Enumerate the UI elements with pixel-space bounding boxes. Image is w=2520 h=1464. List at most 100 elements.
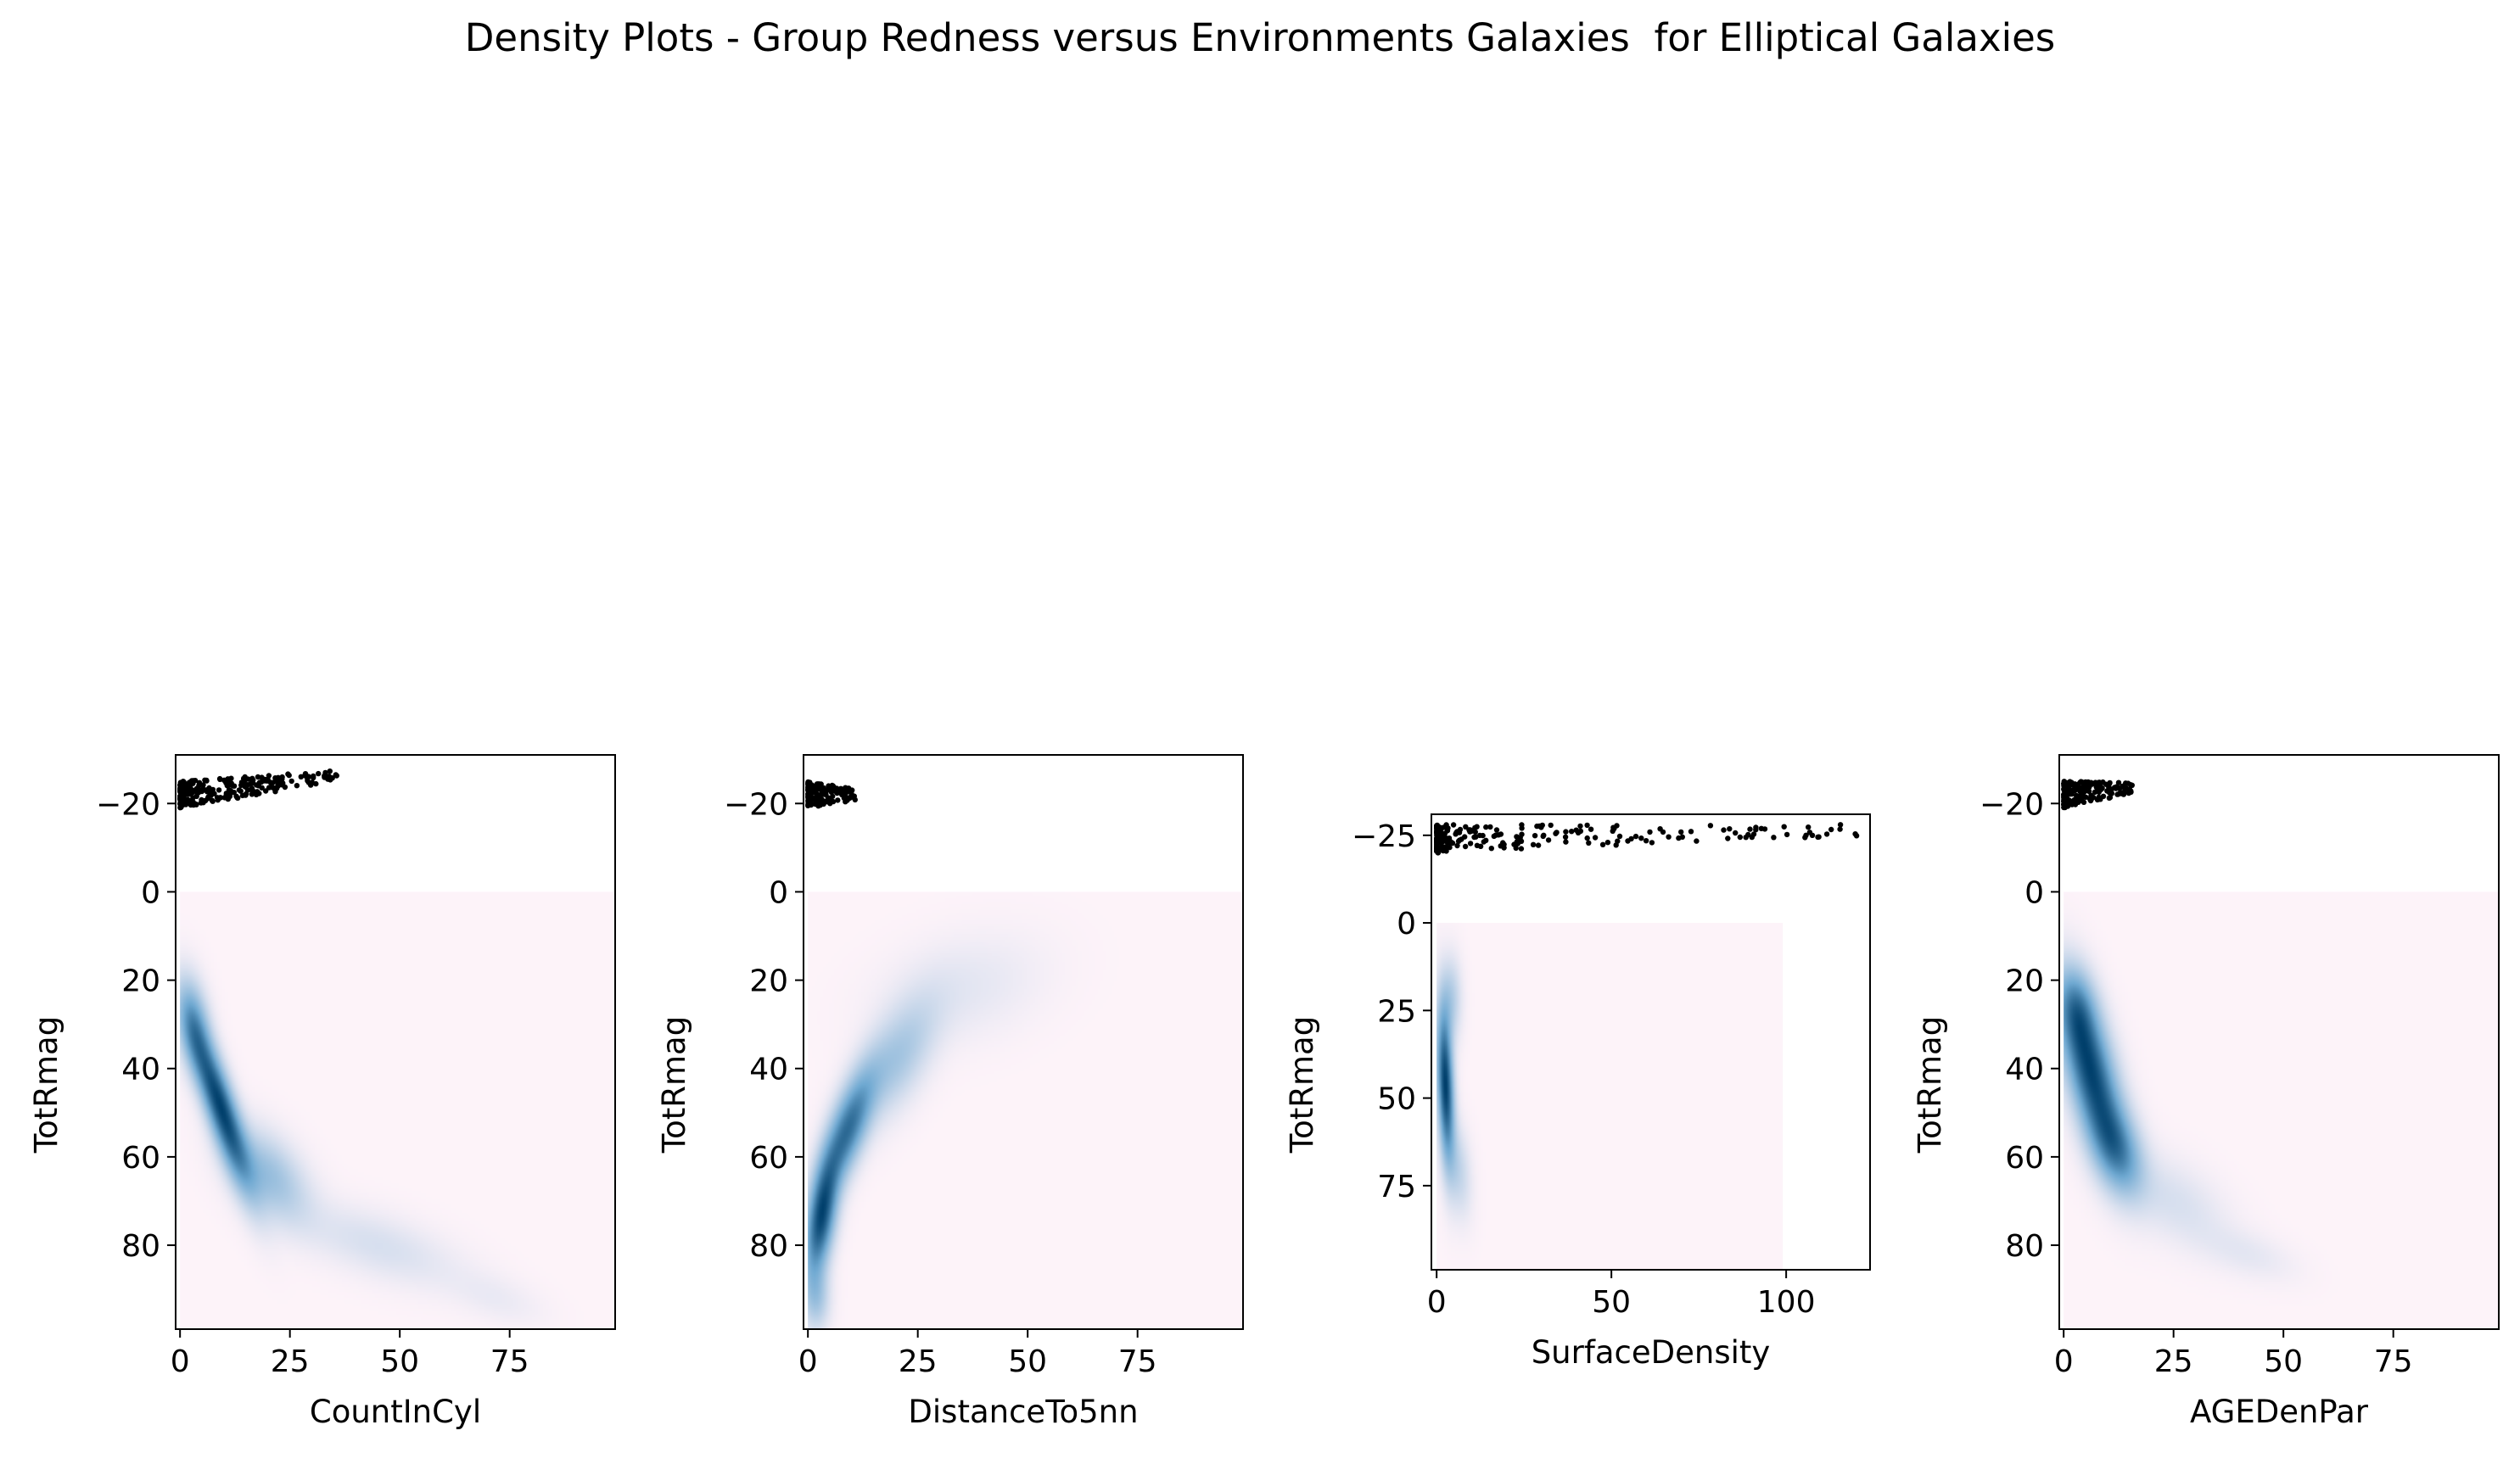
y-tick-label: 0	[1397, 907, 1416, 942]
scatter-point	[322, 774, 328, 780]
scatter-point	[193, 785, 199, 791]
y-tick-label: −25	[1352, 819, 1416, 854]
scatter-point	[1828, 826, 1834, 833]
scatter-point	[1837, 826, 1843, 832]
density-heatmap	[808, 891, 1243, 1329]
scatter-point	[329, 775, 335, 781]
scatter-point	[182, 788, 188, 795]
scatter-point	[1449, 840, 1456, 847]
scatter-point	[2097, 788, 2103, 794]
scatter-point	[280, 780, 286, 786]
figure-title: Density Plots - Group Redness versus Env…	[464, 15, 2056, 60]
scatter-point	[264, 778, 270, 784]
scatter-point	[1480, 832, 1486, 839]
scatter-point	[1676, 835, 1682, 841]
scatter-point	[1733, 830, 1739, 836]
y-tick-label: 80	[121, 1229, 160, 1264]
scatter-point	[1694, 838, 1700, 844]
x-tick-label: 75	[490, 1344, 529, 1379]
x-tick-label: 75	[2374, 1344, 2413, 1379]
scatter-point	[1753, 824, 1759, 830]
y-tick-label: 40	[2005, 1053, 2044, 1087]
scatter-point	[179, 792, 185, 799]
scatter-point	[205, 794, 211, 800]
scatter-point	[1436, 832, 1443, 838]
scatter-point	[2127, 788, 2133, 794]
x-axis-label: CountInCyl	[310, 1394, 481, 1430]
scatter-point	[1747, 826, 1753, 832]
scatter-point	[2072, 785, 2078, 791]
scatter-point	[2062, 800, 2068, 806]
y-tick-label: 25	[1377, 994, 1416, 1029]
scatter-point	[1436, 826, 1442, 833]
scatter-point	[1487, 824, 1493, 830]
scatter-point	[244, 782, 250, 788]
scatter-point	[1442, 844, 1448, 850]
scatter-point	[1445, 840, 1451, 846]
scatter-point	[1562, 834, 1569, 840]
scatter-point	[1586, 840, 1592, 846]
y-tick-label: 60	[749, 1141, 788, 1176]
scatter-point	[1592, 835, 1599, 841]
x-tick-label: 25	[899, 1344, 938, 1379]
scatter-point	[1462, 843, 1469, 850]
scatter-point	[1588, 826, 1594, 832]
scatter-point	[240, 775, 247, 782]
scatter-point	[263, 788, 269, 794]
scatter-point	[243, 792, 249, 798]
scatter-point	[1837, 822, 1844, 828]
scatter-point	[819, 796, 825, 802]
scatter-point	[259, 774, 265, 780]
scatter-point	[1599, 841, 1606, 847]
x-tick-label: 50	[1008, 1344, 1047, 1379]
scatter-point	[204, 777, 210, 784]
scatter-point	[311, 774, 316, 781]
scatter-point	[2115, 779, 2122, 785]
scatter-point	[835, 797, 841, 803]
scatter-point	[1721, 827, 1727, 833]
scatter-point	[305, 774, 311, 779]
scatter-point	[1823, 831, 1830, 837]
y-tick-label: 50	[1377, 1082, 1416, 1117]
x-tick-label: 0	[798, 1344, 818, 1379]
scatter-point	[285, 771, 291, 777]
x-axis-label: AGEDenPar	[2190, 1394, 2369, 1430]
scatter-point	[1472, 824, 1478, 831]
scatter-point	[1498, 843, 1504, 849]
x-tick-label: 0	[1427, 1285, 1447, 1320]
scatter-point	[2108, 791, 2115, 796]
scatter-point	[1577, 823, 1583, 830]
x-tick-label: 50	[2264, 1344, 2303, 1379]
scatter-point	[1446, 835, 1453, 841]
scatter-point	[254, 782, 260, 788]
scatter-point	[1554, 830, 1560, 835]
scatter-point	[216, 787, 222, 793]
scatter-point	[1435, 850, 1442, 856]
scatter-point	[1616, 833, 1623, 840]
y-tick-label: 20	[2005, 964, 2044, 999]
scatter-point	[2117, 785, 2123, 791]
scatter-point	[829, 782, 835, 789]
scatter-point	[1643, 838, 1649, 844]
y-axis-label: TotRmag	[1912, 1016, 1948, 1154]
y-tick-label: −20	[724, 787, 788, 822]
scatter-point	[1625, 838, 1631, 844]
scatter-point	[1450, 822, 1457, 828]
scatter-point	[1678, 829, 1684, 835]
scatter-point	[215, 797, 221, 803]
scatter-point	[1443, 822, 1449, 828]
scatter-point	[226, 794, 232, 800]
scatter-point	[228, 780, 234, 786]
scatter-point	[1802, 835, 1808, 841]
scatter-point	[1492, 832, 1498, 838]
scatter-point	[838, 790, 844, 796]
x-tick-label: 25	[271, 1344, 310, 1379]
scatter-point	[333, 772, 339, 778]
scatter-point	[1513, 845, 1519, 852]
scatter-point	[1453, 830, 1459, 835]
scatter-point	[288, 778, 294, 785]
scatter-point	[2127, 782, 2134, 788]
scatter-point	[249, 791, 255, 797]
x-tick-label: 0	[171, 1344, 190, 1379]
scatter-point	[818, 786, 824, 793]
